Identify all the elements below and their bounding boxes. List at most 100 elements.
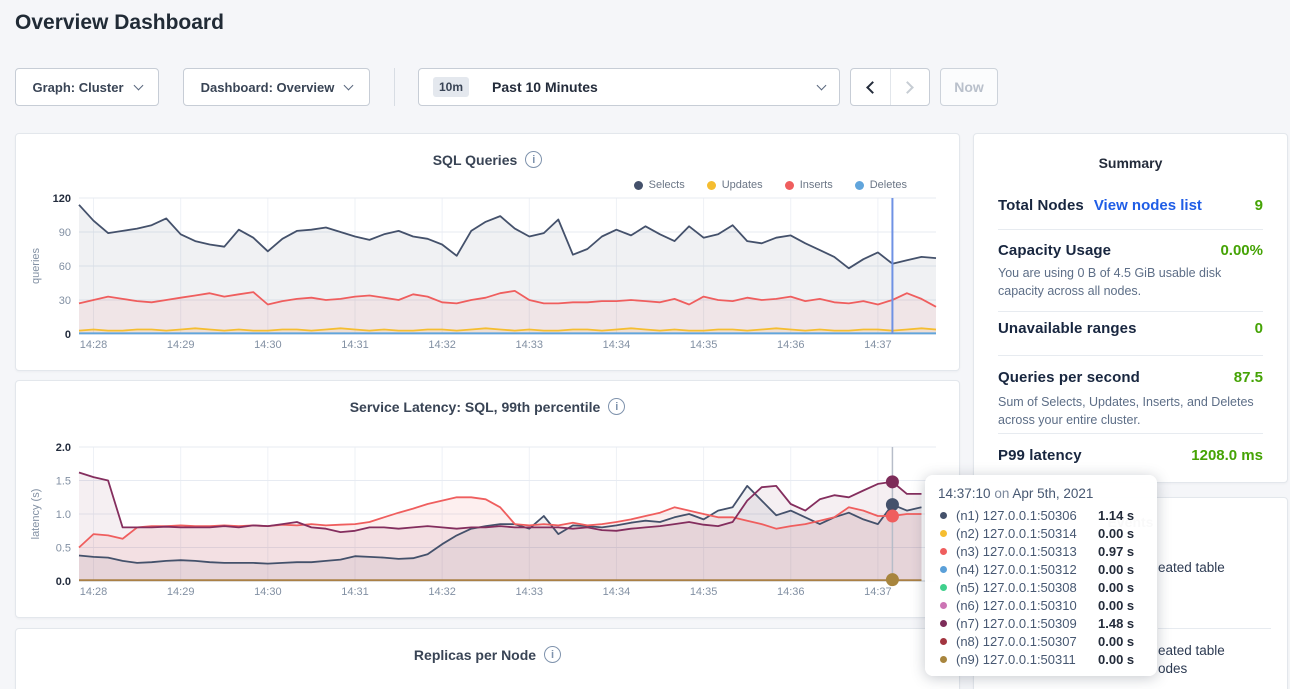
svg-text:14:30: 14:30 [254, 339, 282, 351]
svg-text:0.5: 0.5 [56, 543, 71, 555]
time-range-badge: 10m [433, 77, 470, 97]
svg-text:30: 30 [59, 295, 71, 307]
tooltip-row: (n5) 127.0.0.1:50308 0.00 s [938, 578, 1144, 596]
svg-text:14:33: 14:33 [516, 586, 544, 598]
svg-text:120: 120 [53, 193, 71, 205]
divider [998, 355, 1263, 356]
svg-text:14:28: 14:28 [80, 339, 108, 351]
view-nodes-list-link[interactable]: View nodes list [1093, 197, 1202, 214]
legend-item-updates[interactable]: Updates [706, 179, 763, 191]
svg-text:90: 90 [59, 227, 71, 239]
divider [998, 433, 1263, 434]
event-text-fragment: eated table [1158, 560, 1225, 575]
svg-text:1.5: 1.5 [56, 476, 71, 488]
svg-text:14:28: 14:28 [80, 586, 108, 598]
svg-text:14:35: 14:35 [690, 339, 718, 351]
chevron-left-icon [865, 80, 879, 94]
event-text-fragment: odes [1158, 661, 1188, 676]
series-dot-icon [940, 601, 947, 609]
svg-text:60: 60 [59, 261, 71, 273]
series-dot-icon [940, 637, 947, 645]
svg-text:0: 0 [65, 329, 71, 341]
graph-scope-dropdown[interactable]: Graph: Cluster [15, 68, 159, 106]
svg-text:14:32: 14:32 [428, 586, 456, 598]
time-range-dropdown[interactable]: 10m Past 10 Minutes [418, 68, 840, 106]
svg-text:14:30: 14:30 [254, 586, 282, 598]
service-latency-chart[interactable]: 14:28 14:29 14:30 14:31 14:32 14:33 14:34 14:35… [16, 381, 961, 619]
legend-item-deletes[interactable]: Deletes [854, 179, 907, 191]
legend-item-inserts[interactable]: Inserts [784, 179, 833, 191]
svg-text:14:37: 14:37 [864, 586, 892, 598]
unavailable-ranges-value: 0 [1254, 320, 1263, 337]
chart-title: Replicas per Node [413, 646, 537, 663]
tooltip-row: (n7) 127.0.0.1:50309 1.48 s [938, 614, 1144, 632]
time-nav-group [850, 68, 930, 106]
sql-queries-chart[interactable]: 14:28 14:29 14:30 14:31 14:32 14:33 14:34 14:35… [16, 134, 961, 372]
summary-title: Summary [1098, 155, 1163, 171]
now-button[interactable]: Now [940, 68, 998, 106]
series-dot-icon [854, 180, 864, 190]
capacity-value: 0.00% [1220, 242, 1263, 259]
chart-title: Service Latency: SQL, 99th percentile [349, 398, 601, 415]
svg-text:14:36: 14:36 [777, 339, 805, 351]
svg-text:0.0: 0.0 [56, 576, 71, 588]
p99-latency-value: 1208.0 ms [1191, 447, 1263, 464]
chart-title: SQL Queries [432, 151, 518, 168]
time-range-label: Past 10 Minutes [492, 79, 598, 95]
svg-text:14:32: 14:32 [428, 339, 456, 351]
series-dot-icon [706, 180, 716, 190]
divider [998, 229, 1263, 230]
info-icon[interactable] [525, 151, 543, 168]
toolbar-divider [394, 68, 395, 106]
series-dot-icon [633, 180, 643, 190]
summary-row-total-nodes: Total Nodes View nodes list 9 [998, 197, 1263, 214]
sql-queries-card: SQL Queries Selects Updates Inserts Dele… [15, 133, 960, 371]
divider [998, 311, 1263, 312]
replicas-per-node-card: Replicas per Node [15, 628, 960, 689]
summary-row-p99: P99 latency 1208.0 ms [998, 447, 1263, 464]
series-dot-icon [940, 529, 947, 537]
svg-text:14:35: 14:35 [690, 586, 718, 598]
series-dot-icon [940, 655, 947, 663]
info-icon[interactable] [608, 398, 626, 415]
legend-item-selects[interactable]: Selects [633, 179, 685, 191]
service-latency-card: Service Latency: SQL, 99th percentile 14… [15, 380, 960, 618]
time-prev-button[interactable] [851, 69, 891, 105]
svg-text:14:33: 14:33 [516, 339, 544, 351]
series-dot-icon [940, 583, 947, 591]
summary-panel: Summary Total Nodes View nodes list 9 Ca… [973, 133, 1288, 483]
chevron-down-icon [816, 80, 827, 90]
series-dot-icon [940, 511, 947, 519]
divider [1158, 628, 1271, 629]
svg-text:14:29: 14:29 [167, 586, 195, 598]
chart-hover-tooltip: 14:37:10 on Apr 5th, 2021 (n1) 127.0.0.1… [925, 475, 1157, 676]
info-icon[interactable] [544, 646, 562, 663]
series-dot-icon [784, 180, 794, 190]
time-next-button[interactable] [891, 69, 930, 105]
svg-text:queries: queries [30, 247, 42, 284]
qps-value: 87.5 [1233, 369, 1263, 386]
svg-text:14:29: 14:29 [167, 339, 195, 351]
svg-text:14:34: 14:34 [603, 586, 631, 598]
chevron-down-icon [133, 80, 143, 90]
tooltip-timestamp: 14:37:10 on Apr 5th, 2021 [938, 486, 1094, 501]
svg-text:14:34: 14:34 [603, 339, 631, 351]
svg-text:14:31: 14:31 [341, 586, 369, 598]
tooltip-row: (n4) 127.0.0.1:50312 0.00 s [938, 560, 1144, 578]
svg-text:14:31: 14:31 [341, 339, 369, 351]
total-nodes-value: 9 [1254, 197, 1263, 214]
event-text-fragment: eated table [1158, 643, 1225, 658]
svg-text:latency (s): latency (s) [30, 489, 42, 540]
svg-text:2.0: 2.0 [56, 442, 71, 454]
series-dot-icon [940, 547, 947, 555]
tooltip-row: (n3) 127.0.0.1:50313 0.97 s [938, 542, 1144, 560]
summary-row-capacity: Capacity Usage 0.00% [998, 242, 1263, 259]
chart-legend: Selects Updates Inserts Deletes [633, 179, 907, 191]
summary-row-qps: Queries per second 87.5 [998, 369, 1263, 386]
series-dot-icon [940, 619, 947, 627]
chevron-down-icon [343, 80, 354, 90]
dashboard-dropdown[interactable]: Dashboard: Overview [183, 68, 370, 106]
dashboard-label: Dashboard: Overview [200, 79, 335, 95]
svg-text:14:37: 14:37 [864, 339, 892, 351]
